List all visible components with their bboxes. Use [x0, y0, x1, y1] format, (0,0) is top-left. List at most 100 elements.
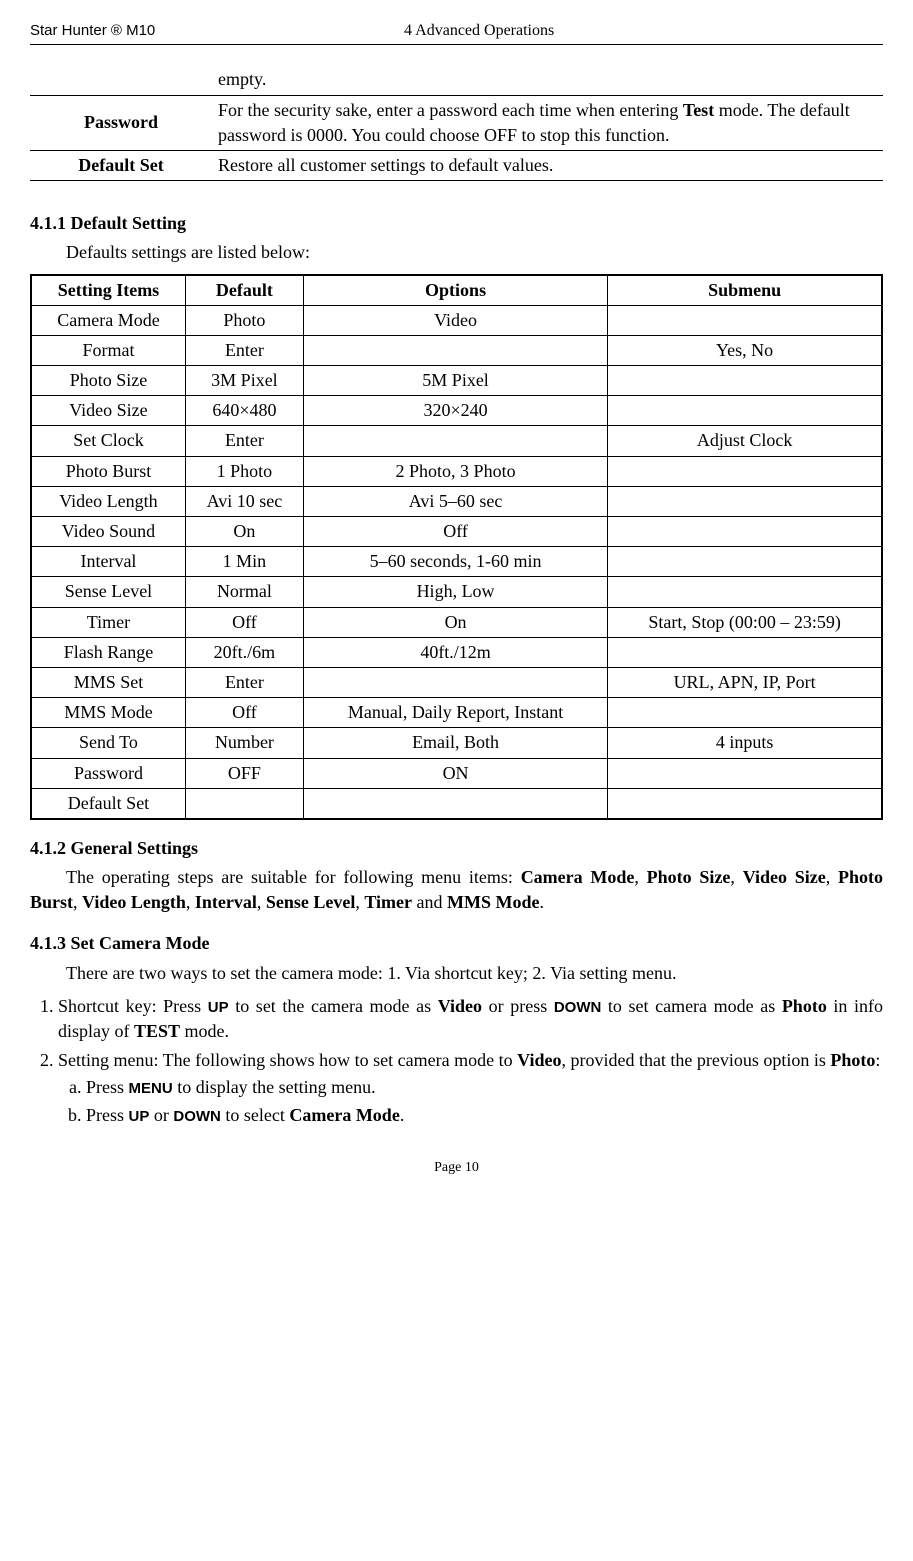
table-cell: 3M Pixel: [185, 366, 303, 396]
table-cell: [303, 667, 607, 697]
table-cell: [608, 637, 882, 667]
table-cell: Photo: [185, 305, 303, 335]
page-footer: Page 10: [30, 1158, 883, 1178]
setting-desc-cell: For the security sake, enter a password …: [212, 95, 883, 150]
table-cell: [608, 396, 882, 426]
table-cell: Video Sound: [31, 517, 185, 547]
table-cell: Timer: [31, 607, 185, 637]
bold-text: Video: [517, 1050, 561, 1070]
table-cell: Set Clock: [31, 426, 185, 456]
section-411-heading: 4.1.1 Default Setting: [30, 211, 883, 236]
table-header-cell: Options: [303, 275, 607, 306]
bold-text: Timer: [364, 892, 412, 912]
table-cell: Off: [185, 698, 303, 728]
table-cell: Start, Stop (00:00 – 23:59): [608, 607, 882, 637]
table-row: TimerOffOnStart, Stop (00:00 – 23:59): [31, 607, 882, 637]
sub-list-item: Press MENU to display the setting menu.: [86, 1075, 883, 1100]
table-cell: [608, 547, 882, 577]
bold-text: Interval: [195, 892, 257, 912]
table-row: Default Set: [31, 788, 882, 819]
table-row: Video Size640×480320×240: [31, 396, 882, 426]
bold-text: Video Size: [743, 867, 826, 887]
table-cell: 2 Photo, 3 Photo: [303, 456, 607, 486]
table-row: Flash Range20ft./6m40ft./12m: [31, 637, 882, 667]
table-cell: [303, 335, 607, 365]
table-cell: Enter: [185, 335, 303, 365]
table-cell: Interval: [31, 547, 185, 577]
table-cell: On: [185, 517, 303, 547]
setting-desc-cell: empty.: [212, 65, 883, 95]
table-cell: 20ft./6m: [185, 637, 303, 667]
section-413-intro: There are two ways to set the camera mod…: [30, 961, 883, 986]
table-cell: 320×240: [303, 396, 607, 426]
table-row: MMS ModeOffManual, Daily Report, Instant: [31, 698, 882, 728]
table-cell: ON: [303, 758, 607, 788]
sub-list-item: Press UP or DOWN to select Camera Mode.: [86, 1103, 883, 1128]
table-cell: [608, 305, 882, 335]
table-header-cell: Setting Items: [31, 275, 185, 306]
table-row: MMS SetEnterURL, APN, IP, Port: [31, 667, 882, 697]
table-cell: Adjust Clock: [608, 426, 882, 456]
section-412-text: The operating steps are suitable for fol…: [30, 865, 883, 915]
table-row: Video SoundOnOff: [31, 517, 882, 547]
key-label: UP: [129, 1108, 150, 1125]
table-cell: Password: [31, 758, 185, 788]
table-cell: Number: [185, 728, 303, 758]
table-cell: Format: [31, 335, 185, 365]
table-cell: OFF: [185, 758, 303, 788]
table-cell: Camera Mode: [31, 305, 185, 335]
key-label: DOWN: [173, 1108, 221, 1125]
bold-text: TEST: [134, 1021, 180, 1041]
section-412-heading: 4.1.2 General Settings: [30, 836, 883, 861]
table-cell: 1 Min: [185, 547, 303, 577]
table-cell: Photo Burst: [31, 456, 185, 486]
table-cell: [608, 758, 882, 788]
table-cell: Enter: [185, 667, 303, 697]
table-cell: Default Set: [31, 788, 185, 819]
bold-text: Sense Level: [266, 892, 356, 912]
table-cell: [608, 456, 882, 486]
table-cell: Video Size: [31, 396, 185, 426]
setting-name-cell: Password: [30, 95, 212, 150]
table-cell: Off: [303, 517, 607, 547]
bold-text: Video: [438, 996, 482, 1016]
table-cell: Yes, No: [608, 335, 882, 365]
table-cell: Normal: [185, 577, 303, 607]
bold-text: Photo: [830, 1050, 875, 1070]
bold-text: MMS Mode: [447, 892, 539, 912]
table-cell: [608, 788, 882, 819]
table-cell: [303, 426, 607, 456]
section-413-list: Shortcut key: Press UP to set the camera…: [30, 994, 883, 1128]
table-cell: 40ft./12m: [303, 637, 607, 667]
table-cell: Avi 5–60 sec: [303, 486, 607, 516]
table-cell: Off: [185, 607, 303, 637]
table-cell: 640×480: [185, 396, 303, 426]
table-row: Camera ModePhotoVideo: [31, 305, 882, 335]
table-cell: [608, 577, 882, 607]
header-product: Star Hunter ® M10: [30, 20, 155, 42]
setting-name-cell: Default Set: [30, 150, 212, 180]
table-row: Video LengthAvi 10 secAvi 5–60 sec: [31, 486, 882, 516]
table-cell: URL, APN, IP, Port: [608, 667, 882, 697]
table-header-cell: Submenu: [608, 275, 882, 306]
section-411-intro: Defaults settings are listed below:: [30, 240, 883, 265]
table-row: Set ClockEnterAdjust Clock: [31, 426, 882, 456]
table-cell: [608, 698, 882, 728]
table-cell: [303, 788, 607, 819]
bold-text: Camera Mode: [289, 1105, 399, 1125]
key-label: DOWN: [554, 999, 602, 1016]
table-cell: [608, 486, 882, 516]
header-chapter: 4 Advanced Operations: [404, 20, 554, 42]
table-cell: Sense Level: [31, 577, 185, 607]
table-row: Photo Size3M Pixel5M Pixel: [31, 366, 882, 396]
table-row: FormatEnter Yes, No: [31, 335, 882, 365]
table-cell: 5–60 seconds, 1-60 min: [303, 547, 607, 577]
bold-text: Video Length: [82, 892, 186, 912]
table-cell: Photo Size: [31, 366, 185, 396]
list-item: Setting menu: The following shows how to…: [58, 1048, 883, 1128]
setting-name-cell: [30, 65, 212, 95]
default-settings-table: Setting ItemsDefaultOptionsSubmenu Camer…: [30, 274, 883, 820]
table-row: PasswordOFFON: [31, 758, 882, 788]
sub-list: Press MENU to display the setting menu. P…: [58, 1075, 883, 1127]
table-cell: MMS Mode: [31, 698, 185, 728]
